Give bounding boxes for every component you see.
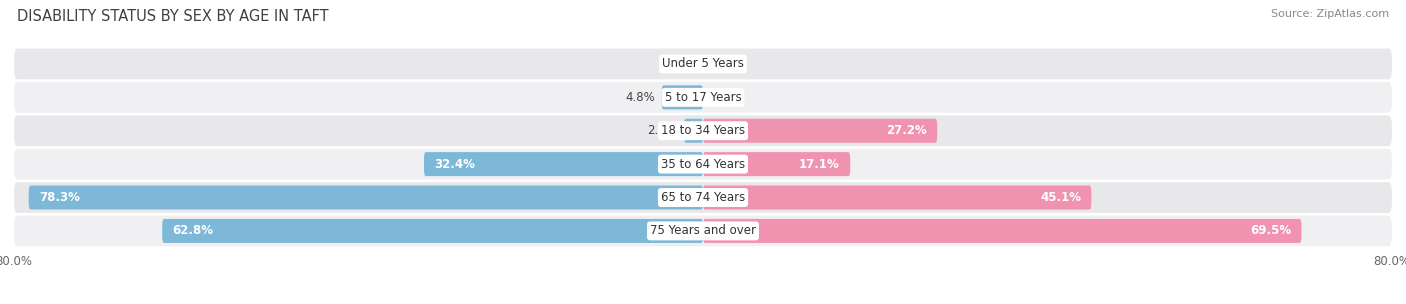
Text: 32.4%: 32.4% <box>434 158 475 171</box>
FancyBboxPatch shape <box>14 216 1392 246</box>
FancyBboxPatch shape <box>703 152 851 176</box>
Text: 17.1%: 17.1% <box>799 158 839 171</box>
FancyBboxPatch shape <box>14 82 1392 113</box>
Text: 27.2%: 27.2% <box>886 124 927 137</box>
FancyBboxPatch shape <box>703 119 938 143</box>
Text: 5 to 17 Years: 5 to 17 Years <box>665 91 741 104</box>
FancyBboxPatch shape <box>703 185 1091 209</box>
Text: 45.1%: 45.1% <box>1040 191 1081 204</box>
Text: 62.8%: 62.8% <box>173 224 214 237</box>
FancyBboxPatch shape <box>662 85 703 109</box>
Text: 4.8%: 4.8% <box>626 91 655 104</box>
FancyBboxPatch shape <box>14 116 1392 146</box>
Text: 78.3%: 78.3% <box>39 191 80 204</box>
Text: 35 to 64 Years: 35 to 64 Years <box>661 158 745 171</box>
Text: 65 to 74 Years: 65 to 74 Years <box>661 191 745 204</box>
Text: DISABILITY STATUS BY SEX BY AGE IN TAFT: DISABILITY STATUS BY SEX BY AGE IN TAFT <box>17 9 329 24</box>
Text: 0.0%: 0.0% <box>665 57 695 71</box>
Text: 2.2%: 2.2% <box>647 124 678 137</box>
Text: 69.5%: 69.5% <box>1250 224 1291 237</box>
Text: 18 to 34 Years: 18 to 34 Years <box>661 124 745 137</box>
FancyBboxPatch shape <box>703 219 1302 243</box>
Text: 0.0%: 0.0% <box>711 57 741 71</box>
FancyBboxPatch shape <box>28 185 703 209</box>
Text: Under 5 Years: Under 5 Years <box>662 57 744 71</box>
FancyBboxPatch shape <box>14 182 1392 213</box>
Text: Source: ZipAtlas.com: Source: ZipAtlas.com <box>1271 9 1389 19</box>
Text: 75 Years and over: 75 Years and over <box>650 224 756 237</box>
FancyBboxPatch shape <box>425 152 703 176</box>
Text: 0.0%: 0.0% <box>711 91 741 104</box>
FancyBboxPatch shape <box>14 149 1392 179</box>
FancyBboxPatch shape <box>162 219 703 243</box>
FancyBboxPatch shape <box>685 119 703 143</box>
FancyBboxPatch shape <box>14 49 1392 79</box>
